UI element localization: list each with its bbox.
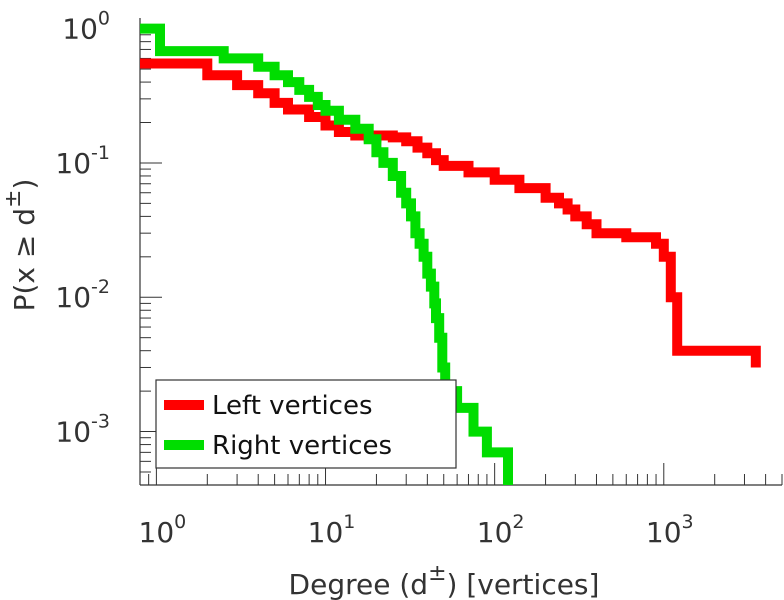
x-axis-title-suffix: ) [vertices] bbox=[447, 568, 600, 600]
y-tick-label: 10-1 bbox=[55, 142, 110, 180]
x-axis-title-superscript: ± bbox=[428, 561, 446, 586]
x-tick-label: 103 bbox=[646, 511, 694, 549]
y-tick-label-base: 10 bbox=[55, 281, 91, 314]
series-line-right-vertices bbox=[140, 23, 513, 485]
legend: Left vertices Right vertices bbox=[155, 379, 457, 469]
x-axis-title: Degree (d±) [vertices] bbox=[289, 561, 600, 600]
legend-box bbox=[155, 379, 457, 469]
x-axis-title-prefix: Degree (d bbox=[289, 568, 429, 600]
x-tick-label-base: 10 bbox=[477, 516, 513, 549]
y-tick-label: 100 bbox=[62, 8, 110, 46]
y-tick-label-base: 10 bbox=[55, 416, 91, 449]
legend-label-left-vertices: Left vertices bbox=[212, 391, 373, 421]
x-tick-label-base: 10 bbox=[646, 516, 682, 549]
legend-label-right-vertices: Right vertices bbox=[212, 431, 392, 461]
x-tick-label: 100 bbox=[139, 511, 187, 549]
y-tick-label-base: 10 bbox=[62, 13, 98, 46]
y-axis-title-suffix: ) bbox=[8, 179, 41, 190]
x-tick-label: 101 bbox=[308, 511, 356, 549]
series-line-left-vertices bbox=[140, 58, 761, 368]
x-tick-label-exponent: 1 bbox=[343, 511, 355, 533]
x-tick-label: 102 bbox=[477, 511, 525, 549]
y-tick-label-exponent: -1 bbox=[91, 142, 110, 164]
x-tick-label-exponent: 0 bbox=[174, 511, 186, 533]
y-tick-label-exponent: 0 bbox=[98, 8, 110, 30]
y-axis-title-superscript: ± bbox=[1, 190, 26, 208]
y-tick-label: 10-3 bbox=[55, 411, 110, 449]
y-axis-title-prefix: P(x ≥ d bbox=[8, 208, 41, 311]
x-tick-label-exponent: 2 bbox=[512, 511, 524, 533]
y-axis-title: P(x ≥ d±) bbox=[1, 179, 41, 312]
x-tick-label-exponent: 3 bbox=[682, 511, 694, 533]
y-tick-label-base: 10 bbox=[55, 147, 91, 180]
x-tick-label-base: 10 bbox=[308, 516, 344, 549]
y-tick-label-exponent: -2 bbox=[91, 276, 110, 298]
y-tick-label: 10-2 bbox=[55, 276, 110, 314]
y-tick-label-exponent: -3 bbox=[91, 411, 110, 433]
x-tick-label-base: 10 bbox=[139, 516, 175, 549]
